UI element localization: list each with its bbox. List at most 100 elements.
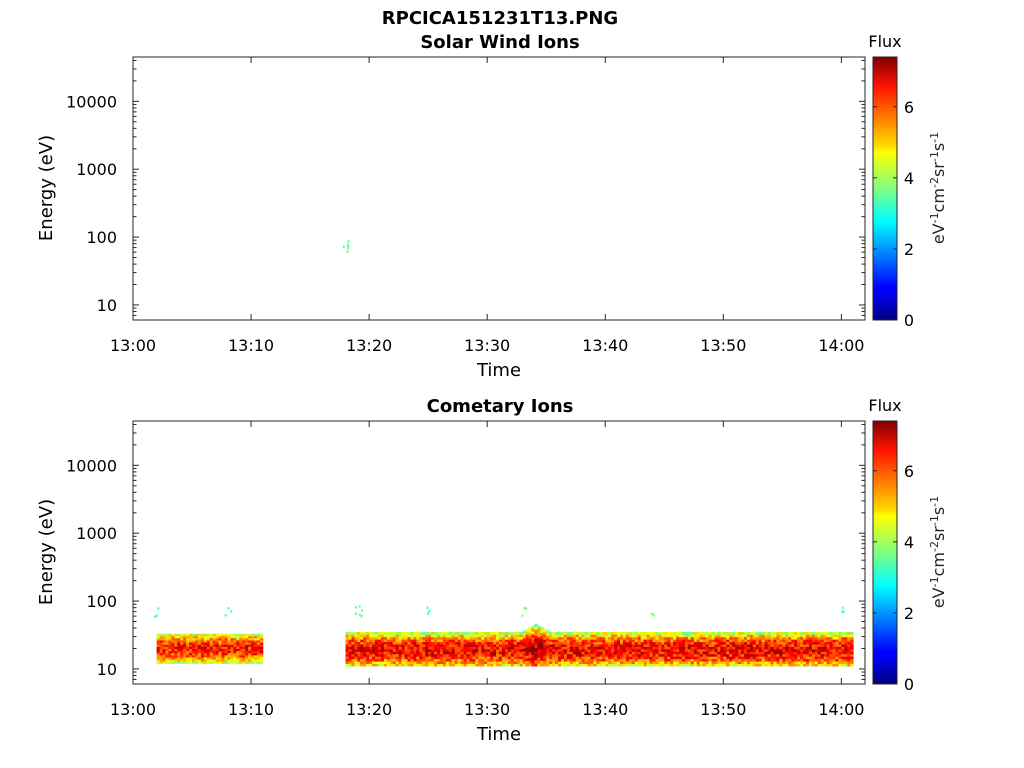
heatmap-cell bbox=[693, 656, 698, 660]
heatmap-cell bbox=[690, 636, 695, 640]
heatmap-cell bbox=[797, 639, 801, 643]
heatmap-cell bbox=[572, 653, 577, 657]
heatmap-cell bbox=[705, 644, 709, 647]
heatmap-cell bbox=[189, 633, 193, 637]
heatmap-cell bbox=[451, 653, 456, 657]
heatmap-cell bbox=[593, 649, 597, 652]
heatmap-cell bbox=[168, 640, 172, 643]
heatmap-cell bbox=[528, 652, 532, 656]
heatmap-cell bbox=[558, 636, 562, 640]
heatmap-cell bbox=[717, 656, 721, 660]
heatmap-cell bbox=[717, 653, 721, 657]
heatmap-cell bbox=[254, 655, 258, 658]
heatmap-cell bbox=[620, 663, 624, 667]
heatmap-cell bbox=[251, 635, 255, 639]
heatmap-cell bbox=[617, 656, 621, 660]
heatmap-cell bbox=[776, 636, 780, 640]
heatmap-cell bbox=[504, 639, 509, 643]
heatmap-cell bbox=[676, 651, 680, 655]
heatmap-cell bbox=[528, 632, 532, 636]
heatmap-cell bbox=[230, 640, 234, 643]
heatmap-cell bbox=[386, 661, 391, 664]
heatmap-cell bbox=[354, 636, 358, 640]
heatmap-cell bbox=[180, 652, 184, 656]
heatmap-cell bbox=[575, 656, 580, 660]
heatmap-cell bbox=[817, 639, 822, 643]
heatmap-cell bbox=[174, 640, 178, 643]
heatmap-cell bbox=[398, 632, 402, 635]
heatmap-cell bbox=[563, 649, 568, 652]
heatmap-cell bbox=[764, 658, 768, 662]
heatmap-cell bbox=[174, 642, 178, 645]
heatmap-cell bbox=[808, 632, 813, 635]
heatmap-cell bbox=[375, 646, 379, 650]
heatmap-cell bbox=[676, 632, 680, 635]
heatmap-cell bbox=[490, 636, 494, 640]
heatmap-cell bbox=[800, 663, 804, 667]
heatmap-cell bbox=[743, 649, 748, 652]
heatmap-cell bbox=[743, 644, 748, 647]
heatmap-cell bbox=[194, 646, 199, 649]
heatmap-cell bbox=[643, 644, 647, 647]
heatmap-cell bbox=[702, 639, 707, 643]
heatmap-cell bbox=[729, 663, 733, 667]
heatmap-cell bbox=[209, 640, 214, 643]
heatmap-cell bbox=[596, 661, 600, 664]
heatmap-cell bbox=[519, 661, 524, 664]
heatmap-cell bbox=[726, 653, 730, 657]
heatmap-cell bbox=[664, 644, 668, 647]
heatmap-cell bbox=[460, 632, 464, 635]
heatmap-cell bbox=[643, 632, 647, 635]
heatmap-cell bbox=[469, 644, 473, 647]
heatmap-cell bbox=[487, 636, 491, 640]
heatmap-cell bbox=[162, 652, 166, 656]
heatmap-cell bbox=[673, 658, 677, 662]
heatmap-cell bbox=[156, 652, 160, 656]
heatmap-cell bbox=[826, 636, 830, 640]
heatmap-cell bbox=[741, 651, 745, 655]
heatmap-cell bbox=[496, 653, 500, 657]
heatmap-cell bbox=[752, 651, 757, 655]
heatmap-cell bbox=[625, 656, 630, 660]
heatmap-cell bbox=[194, 652, 199, 656]
heatmap-cell bbox=[442, 646, 447, 650]
heatmap-layer bbox=[342, 240, 350, 254]
heatmap-cell bbox=[655, 649, 659, 652]
heatmap-cell bbox=[652, 644, 656, 647]
heatmap-cell bbox=[159, 650, 163, 654]
heatmap-cell bbox=[516, 649, 521, 652]
heatmap-cell bbox=[590, 653, 594, 657]
heatmap-cell bbox=[504, 632, 509, 635]
heatmap-cell bbox=[705, 663, 709, 667]
heatmap-cell bbox=[348, 634, 352, 638]
heatmap-cell bbox=[372, 653, 376, 657]
heatmap-cell bbox=[469, 641, 473, 645]
heatmap-cell bbox=[569, 649, 574, 652]
heatmap-cell bbox=[723, 644, 727, 647]
heatmap-cell bbox=[425, 653, 429, 657]
heatmap-cell bbox=[572, 656, 577, 660]
heatmap-cell bbox=[513, 658, 518, 662]
heatmap-cell bbox=[519, 649, 524, 652]
heatmap-cell bbox=[764, 634, 768, 638]
heatmap-cell bbox=[625, 634, 630, 638]
heatmap-cell bbox=[434, 634, 438, 638]
heatmap-cell bbox=[649, 646, 653, 650]
heatmap-cell bbox=[496, 636, 500, 640]
heatmap-cell bbox=[200, 642, 205, 645]
heatmap-cell bbox=[171, 644, 175, 647]
heatmap-cell bbox=[472, 649, 476, 652]
heatmap-cell bbox=[699, 649, 704, 652]
heatmap-cell bbox=[844, 653, 848, 657]
heatmap-cell bbox=[475, 632, 479, 635]
heatmap-cell bbox=[522, 663, 526, 667]
heatmap-cell bbox=[761, 636, 766, 640]
colorbar-tick-label: 0 bbox=[904, 675, 914, 694]
heatmap-cell bbox=[493, 649, 497, 652]
heatmap-cell bbox=[180, 635, 184, 639]
heatmap-cell bbox=[634, 636, 639, 640]
heatmap-cell bbox=[560, 639, 565, 643]
heatmap-cell bbox=[732, 661, 736, 664]
heatmap-cell bbox=[558, 632, 562, 635]
heatmap-cell bbox=[189, 652, 193, 656]
